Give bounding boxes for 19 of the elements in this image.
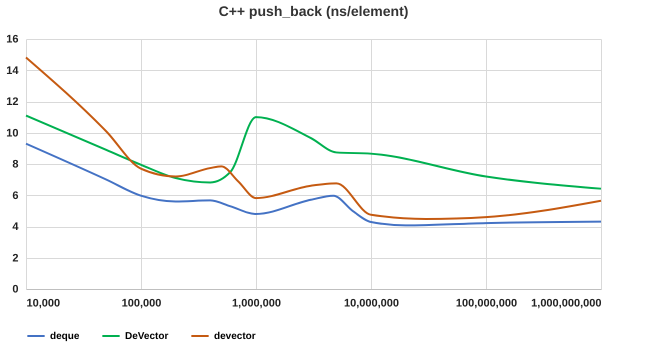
y-tick-label: 8 — [12, 158, 18, 170]
y-tick-label: 0 — [12, 284, 18, 296]
chart-title: C++ push_back (ns/element) — [218, 3, 408, 19]
y-tick-label: 10 — [6, 127, 18, 140]
y-tick-label: 6 — [12, 190, 18, 202]
legend-label: devector — [214, 331, 256, 342]
y-tick-label: 4 — [12, 221, 20, 233]
y-tick-label: 14 — [6, 64, 20, 77]
x-tick-label: 100,000,000 — [456, 298, 518, 310]
y-tick-label: 16 — [6, 34, 18, 46]
x-tick-label: 10,000 — [26, 298, 60, 310]
legend-label: DeVector — [125, 331, 168, 342]
x-tick-label: 1,000,000,000 — [531, 298, 602, 310]
y-tick-label: 2 — [12, 252, 18, 264]
x-tick-label: 10,000,000 — [344, 298, 400, 310]
legend-label: deque — [50, 331, 80, 342]
x-tick-label: 1,000,000 — [232, 298, 281, 310]
x-tick-label: 100,000 — [122, 298, 162, 310]
y-tick-label: 12 — [6, 96, 18, 108]
